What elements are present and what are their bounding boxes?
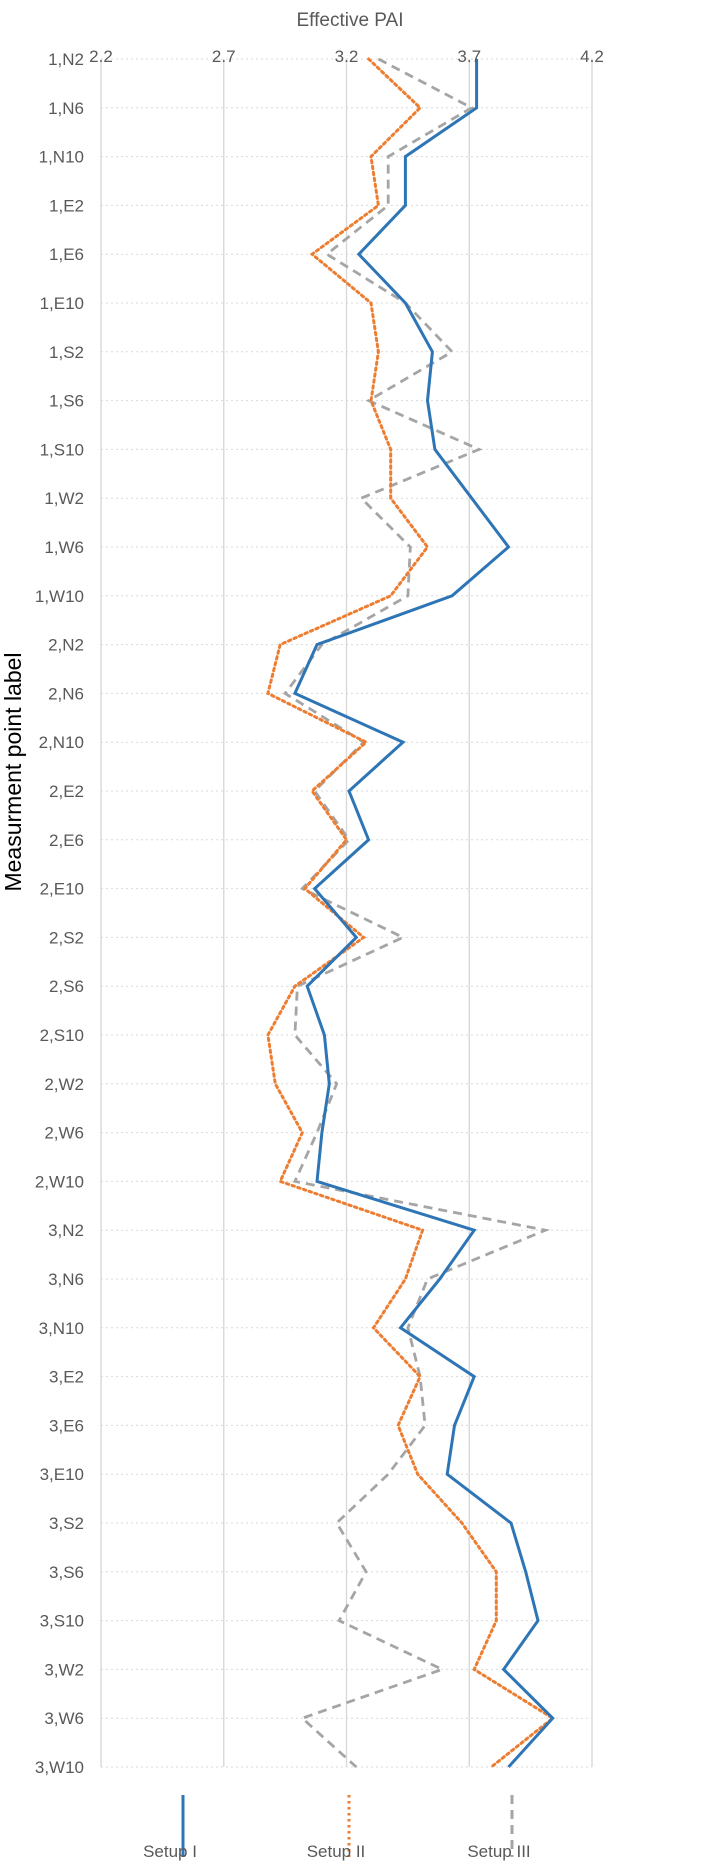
y-tick-label: 1,E2	[49, 196, 84, 215]
x-tick-label: 2.2	[89, 47, 113, 66]
y-tick-label: 2,E6	[49, 831, 84, 850]
y-tick-label: 2,E10	[40, 880, 84, 899]
grid-lines	[100, 58, 593, 1768]
y-tick-label: 2,S6	[49, 977, 84, 996]
y-tick-label: 1,S10	[40, 440, 84, 459]
y-tick-label: 1,S6	[49, 392, 84, 411]
x-tick-label: 3.2	[335, 47, 359, 66]
y-tick-label: 3,S6	[49, 1563, 84, 1582]
x-tick-labels: 2.2 2.7 3.2 3.7 4.2	[89, 47, 604, 66]
y-tick-label: 1,N2	[48, 50, 84, 69]
series-lines	[266, 57, 556, 1769]
y-tick-label: 2,W10	[35, 1172, 84, 1191]
y-tick-label: 3,S10	[40, 1612, 84, 1631]
series-line-setup-ii	[266, 57, 556, 1769]
y-tick-label: 2,N6	[48, 684, 84, 703]
y-tick-label: 1,W2	[44, 489, 84, 508]
y-tick-label: 2,W6	[44, 1124, 84, 1143]
y-tick-label: 1,E10	[40, 294, 84, 313]
y-tick-label: 2,N2	[48, 636, 84, 655]
y-tick-label: 2,W2	[44, 1075, 84, 1094]
series-line-setup-i	[292, 59, 555, 1769]
x-tick-label: 2.7	[212, 47, 236, 66]
y-tick-label: 3,N6	[48, 1270, 84, 1289]
y-tick-labels: 1,N2 1,N6 1,N10 1,E2 1,E6 1,E10 1,S2 1,S6 1,S10 1…	[35, 50, 84, 1777]
series-line-setup-iii	[283, 57, 551, 1769]
x-tick-label: 3.7	[457, 47, 481, 66]
legend-label: Setup III	[467, 1842, 530, 1861]
y-tick-label: 1,S2	[49, 343, 84, 362]
y-tick-label: 3,E6	[49, 1416, 84, 1435]
y-tick-label: 3,N2	[48, 1221, 84, 1240]
y-tick-label: 3,E2	[49, 1368, 84, 1387]
x-tick-label: 4.2	[580, 47, 604, 66]
legend-label: Setup I	[143, 1842, 197, 1861]
y-tick-label: 2,E2	[49, 782, 84, 801]
y-tick-label: 3,N10	[39, 1319, 84, 1338]
y-tick-label: 1,W10	[35, 587, 84, 606]
y-tick-label: 3,S2	[49, 1514, 84, 1533]
y-tick-label: 3,W10	[35, 1758, 84, 1777]
y-tick-label: 1,W6	[44, 538, 84, 557]
y-tick-label: 2,S2	[49, 928, 84, 947]
y-tick-label: 2,N10	[39, 733, 84, 752]
legend: Setup I Setup II Setup III	[143, 1795, 531, 1861]
y-tick-label: 3,W6	[44, 1709, 84, 1728]
y-tick-label: 1,N6	[48, 99, 84, 118]
legend-label: Setup II	[307, 1842, 366, 1861]
y-tick-label: 2,S10	[40, 1026, 84, 1045]
y-tick-label: 1,E6	[49, 245, 84, 264]
y-tick-label: 1,N10	[39, 148, 84, 167]
x-axis-title: Effective PAI	[296, 10, 403, 31]
y-tick-label: 3,W2	[44, 1660, 84, 1679]
y-tick-label: 3,E10	[40, 1465, 84, 1484]
y-axis-title: Measurment point label	[0, 652, 26, 891]
